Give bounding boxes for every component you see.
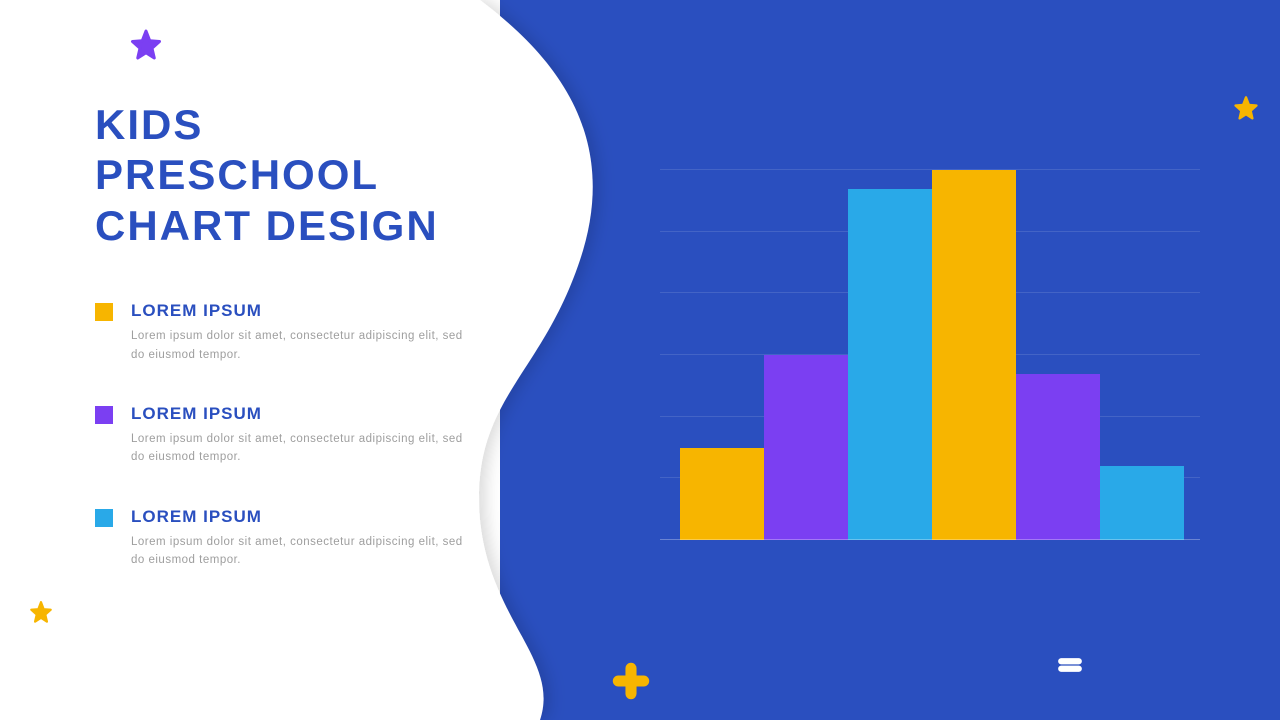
- star-icon: [128, 28, 164, 64]
- legend-item: LOREM IPSUM Lorem ipsum dolor sit amet, …: [95, 507, 480, 570]
- bar-chart: [660, 170, 1200, 540]
- chart-baseline: [660, 539, 1200, 540]
- legend-label: LOREM IPSUM: [131, 301, 480, 321]
- legend-list: LOREM IPSUM Lorem ipsum dolor sit amet, …: [95, 301, 480, 569]
- chart-bar: [764, 355, 848, 540]
- star-icon: [1232, 95, 1260, 123]
- legend-description: Lorem ipsum dolor sit amet, consectetur …: [131, 430, 480, 467]
- legend-marker-icon: [95, 406, 113, 424]
- left-content-panel: KIDS PRESCHOOL CHART DESIGN LOREM IPSUM …: [0, 0, 520, 720]
- legend-label: LOREM IPSUM: [131, 507, 480, 527]
- legend-label: LOREM IPSUM: [131, 404, 480, 424]
- equals-icon: [1055, 650, 1085, 680]
- bars-container: [680, 170, 1188, 540]
- legend-description: Lorem ipsum dolor sit amet, consectetur …: [131, 533, 480, 570]
- legend-item: LOREM IPSUM Lorem ipsum dolor sit amet, …: [95, 404, 480, 467]
- chart-bar: [848, 189, 932, 541]
- legend-marker-icon: [95, 509, 113, 527]
- star-icon: [28, 600, 54, 626]
- plus-icon: [612, 662, 650, 700]
- legend-item: LOREM IPSUM Lorem ipsum dolor sit amet, …: [95, 301, 480, 364]
- chart-bar: [932, 170, 1016, 540]
- legend-marker-icon: [95, 303, 113, 321]
- chart-bar: [680, 448, 764, 541]
- chart-bar: [1100, 466, 1184, 540]
- legend-description: Lorem ipsum dolor sit amet, consectetur …: [131, 327, 480, 364]
- page-title: KIDS PRESCHOOL CHART DESIGN: [95, 100, 480, 251]
- chart-bar: [1016, 374, 1100, 541]
